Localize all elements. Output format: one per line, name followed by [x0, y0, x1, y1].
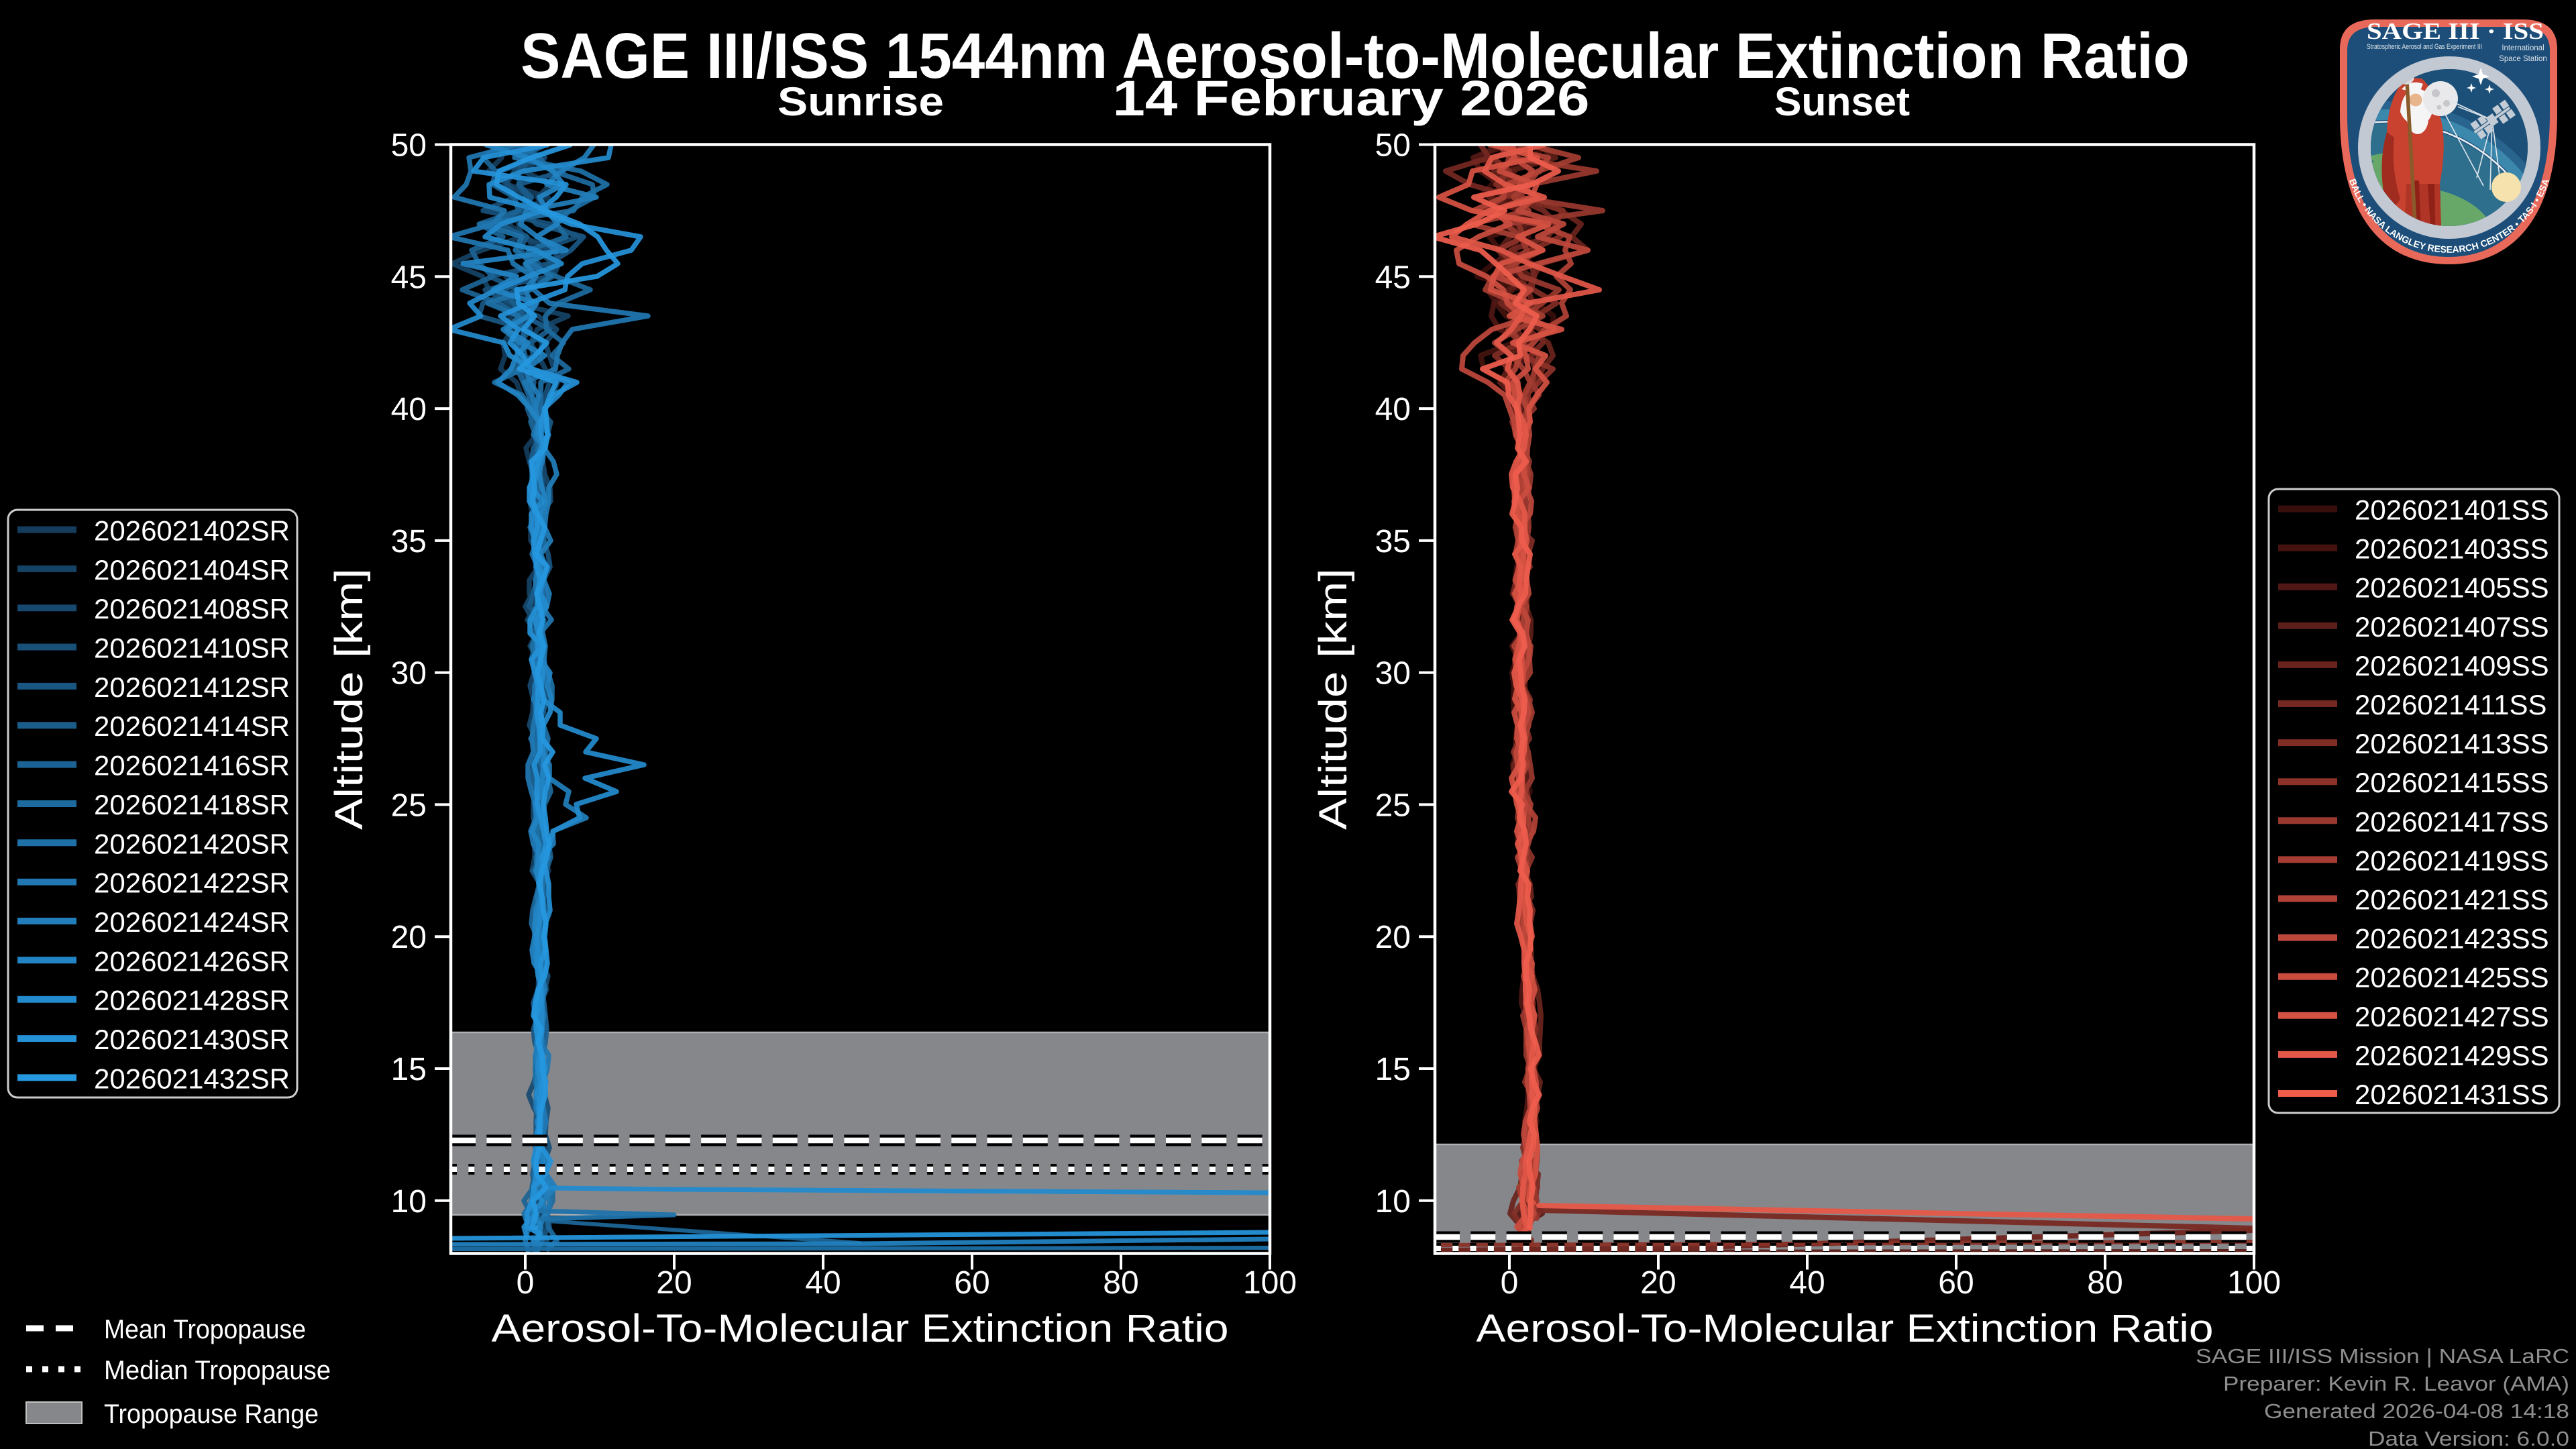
svg-text:2026021422SR: 2026021422SR — [94, 867, 290, 899]
svg-text:Tropopause Range: Tropopause Range — [104, 1399, 319, 1429]
svg-text:Space Station: Space Station — [2499, 55, 2547, 63]
svg-text:International: International — [2502, 44, 2544, 52]
svg-text:Data Version: 6.0.0: Data Version: 6.0.0 — [2368, 1427, 2569, 1449]
svg-text:50: 50 — [391, 128, 427, 164]
svg-text:2026021415SS: 2026021415SS — [2355, 767, 2549, 798]
svg-text:2026021413SS: 2026021413SS — [2355, 728, 2549, 759]
svg-text:35: 35 — [391, 524, 427, 559]
svg-text:Preparer: Kevin R. Leavor (AMA: Preparer: Kevin R. Leavor (AMA) — [2223, 1372, 2569, 1395]
svg-text:25: 25 — [391, 788, 427, 823]
svg-text:20: 20 — [391, 920, 427, 955]
svg-text:2026021404SR: 2026021404SR — [94, 554, 290, 586]
svg-text:2026021405SS: 2026021405SS — [2355, 572, 2549, 604]
svg-text:Aerosol-To-Molecular Extinctio: Aerosol-To-Molecular Extinction Ratio — [492, 1307, 1229, 1350]
svg-text:2026021431SS: 2026021431SS — [2355, 1079, 2549, 1110]
svg-text:45: 45 — [391, 260, 427, 295]
svg-text:2026021411SS: 2026021411SS — [2355, 689, 2547, 720]
svg-text:2026021427SS: 2026021427SS — [2355, 1001, 2549, 1032]
svg-text:2026021416SR: 2026021416SR — [94, 750, 290, 782]
svg-text:2026021418SR: 2026021418SR — [94, 789, 290, 820]
svg-text:2026021414SR: 2026021414SR — [94, 710, 290, 742]
svg-text:SAGE III/ISS 1544nm Aerosol-to: SAGE III/ISS 1544nm Aerosol-to-Molecular… — [521, 20, 2190, 92]
svg-text:80: 80 — [1103, 1265, 1138, 1301]
svg-text:0: 0 — [1501, 1265, 1519, 1301]
svg-text:2026021424SR: 2026021424SR — [94, 906, 290, 938]
svg-text:20: 20 — [1640, 1265, 1676, 1301]
svg-text:2026021410SR: 2026021410SR — [94, 633, 290, 664]
svg-text:2026021432SR: 2026021432SR — [94, 1063, 290, 1094]
svg-text:Stratospheric Aerosol and Gas: Stratospheric Aerosol and Gas Experiment… — [2367, 43, 2482, 51]
svg-text:2026021429SS: 2026021429SS — [2355, 1040, 2549, 1071]
svg-text:40: 40 — [391, 392, 427, 427]
svg-text:Median Tropopause: Median Tropopause — [104, 1356, 331, 1385]
svg-text:50: 50 — [1375, 128, 1411, 164]
svg-text:2026021412SR: 2026021412SR — [94, 672, 290, 703]
svg-text:15: 15 — [391, 1052, 427, 1087]
svg-text:35: 35 — [1375, 524, 1411, 559]
svg-text:0: 0 — [517, 1265, 535, 1301]
svg-text:40: 40 — [1375, 392, 1411, 427]
svg-text:2026021409SS: 2026021409SS — [2355, 650, 2549, 682]
svg-text:Generated 2026-04-08 14:18: Generated 2026-04-08 14:18 — [2264, 1399, 2569, 1423]
svg-text:Mean Tropopause: Mean Tropopause — [104, 1315, 306, 1344]
svg-text:2026021419SS: 2026021419SS — [2355, 845, 2549, 876]
svg-text:2026021408SR: 2026021408SR — [94, 593, 290, 625]
svg-text:2026021402SR: 2026021402SR — [94, 515, 290, 547]
svg-text:2026021428SR: 2026021428SR — [94, 985, 290, 1016]
svg-text:2026021403SS: 2026021403SS — [2355, 533, 2549, 565]
svg-text:25: 25 — [1375, 788, 1411, 823]
svg-text:2026021420SR: 2026021420SR — [94, 828, 290, 859]
svg-text:20: 20 — [1375, 920, 1411, 955]
svg-text:2026021425SS: 2026021425SS — [2355, 962, 2549, 994]
svg-text:10: 10 — [391, 1184, 427, 1220]
svg-text:60: 60 — [1938, 1265, 1974, 1301]
svg-text:Aerosol-To-Molecular Extinctio: Aerosol-To-Molecular Extinction Ratio — [1477, 1307, 2214, 1350]
svg-text:Altitude [km]: Altitude [km] — [1311, 568, 1355, 830]
svg-text:80: 80 — [2087, 1265, 2123, 1301]
svg-text:15: 15 — [1375, 1052, 1411, 1087]
svg-text:2026021426SR: 2026021426SR — [94, 945, 290, 977]
svg-text:100: 100 — [2227, 1265, 2281, 1301]
svg-text:60: 60 — [954, 1265, 989, 1301]
svg-text:Sunrise: Sunrise — [777, 79, 944, 124]
svg-text:2026021407SS: 2026021407SS — [2355, 611, 2549, 643]
svg-text:10: 10 — [1375, 1184, 1411, 1220]
svg-text:2026021430SR: 2026021430SR — [94, 1024, 290, 1055]
svg-text:40: 40 — [1789, 1265, 1825, 1301]
svg-text:14 February 2026: 14 February 2026 — [1113, 70, 1590, 126]
svg-text:30: 30 — [391, 656, 427, 692]
svg-text:30: 30 — [1375, 656, 1411, 692]
svg-text:100: 100 — [1243, 1265, 1297, 1301]
svg-text:45: 45 — [1375, 260, 1411, 295]
svg-text:Altitude [km]: Altitude [km] — [327, 568, 371, 830]
svg-text:20: 20 — [656, 1265, 692, 1301]
svg-text:2026021423SS: 2026021423SS — [2355, 923, 2549, 955]
svg-text:2026021421SS: 2026021421SS — [2355, 884, 2549, 916]
svg-text:Sunset: Sunset — [1774, 79, 1910, 124]
svg-text:2026021417SS: 2026021417SS — [2355, 806, 2549, 837]
svg-text:2026021401SS: 2026021401SS — [2355, 494, 2549, 526]
svg-text:40: 40 — [805, 1265, 841, 1301]
svg-text:SAGE III/ISS Mission | NASA La: SAGE III/ISS Mission | NASA LaRC — [2196, 1344, 2569, 1368]
svg-text:SAGE III · ISS: SAGE III · ISS — [2367, 18, 2544, 44]
